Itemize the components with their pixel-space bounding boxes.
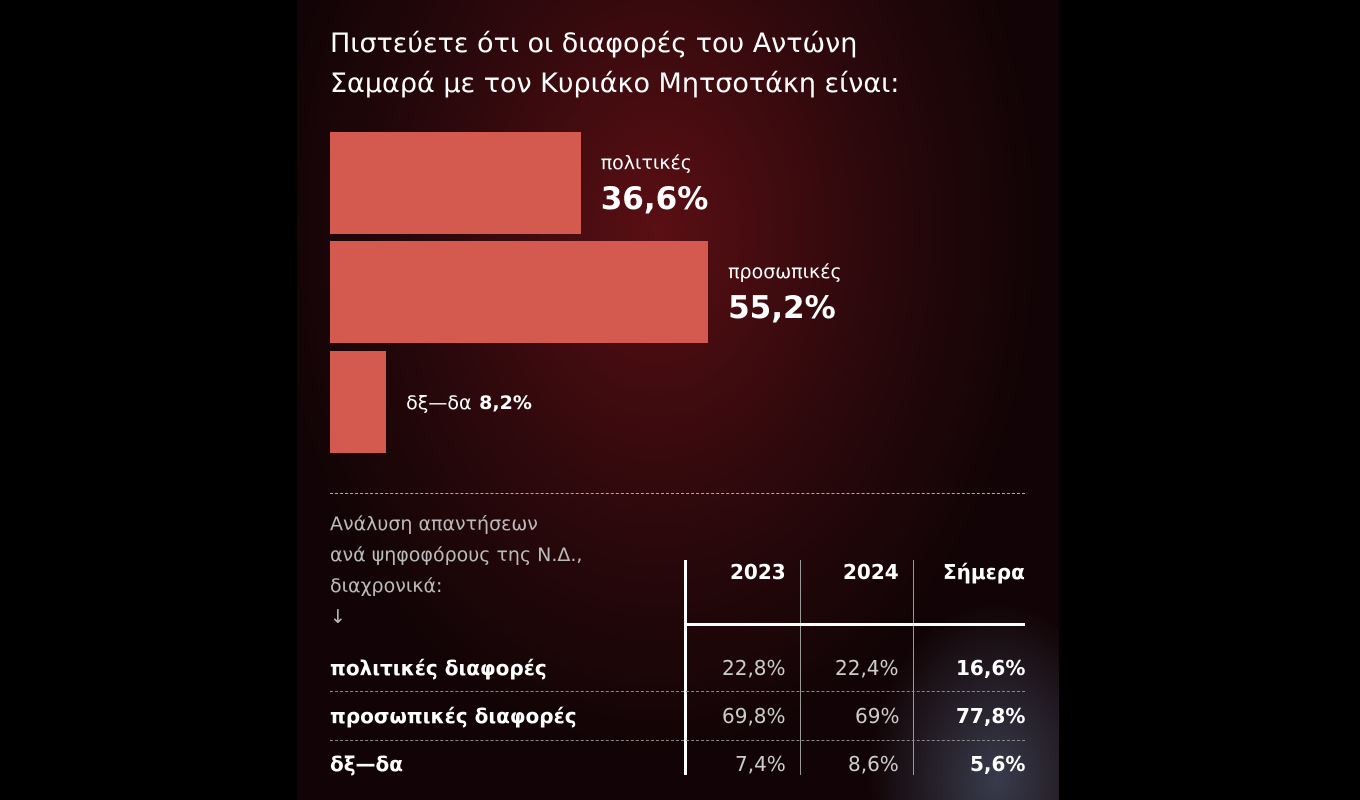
chart-title: Σαμαρά με τον Κυριάκο Μητσοτάκη είναι:: [330, 68, 900, 99]
table-col-rule: [913, 560, 914, 775]
chart-title: Πιστεύετε ότι οι διαφορές του Αντώνη: [330, 28, 858, 59]
dashed-divider: [330, 493, 1025, 494]
bar-category-label: πολιτικές: [600, 152, 692, 174]
table-cell: 22,8%: [722, 656, 786, 680]
table-cell: 69%: [855, 704, 900, 728]
table-caption: ανά ψηφοφόρους της Ν.Δ.,: [330, 544, 583, 566]
bar-category-label: δξ—δα: [406, 392, 472, 414]
table-cell: 7,4%: [735, 752, 786, 776]
table-cell: 22,4%: [835, 656, 899, 680]
row-divider: [330, 740, 1025, 741]
row-label: δξ—δα: [330, 752, 404, 776]
table-cell: 16,6%: [956, 656, 1026, 680]
bar-value-label: 55,2%: [728, 290, 836, 326]
table-cell: 69,8%: [722, 704, 786, 728]
table-left-rule: [684, 560, 687, 775]
table-caption: ↓: [330, 606, 346, 628]
row-label: προσωπικές διαφορές: [330, 704, 577, 728]
table-cell: 5,6%: [970, 752, 1026, 776]
table-caption: διαχρονικά:: [330, 575, 443, 597]
column-header: Σήμερα: [943, 560, 1025, 584]
bar: [330, 132, 581, 234]
table-header-rule: [686, 623, 1025, 626]
column-header: 2024: [843, 560, 899, 584]
bar-value-label: 8,2%: [479, 392, 532, 414]
row-label: πολιτικές διαφορές: [330, 656, 547, 680]
bar-value-label: 36,6%: [600, 181, 709, 217]
table-cell: 8,6%: [848, 752, 899, 776]
bar: [330, 351, 387, 453]
table-col-rule: [800, 560, 801, 775]
row-divider: [330, 691, 1025, 692]
table-cell: 77,8%: [956, 704, 1026, 728]
table-caption: Ανάλυση απαντήσεων: [330, 513, 538, 535]
column-header: 2023: [730, 560, 786, 584]
bar: [330, 241, 709, 343]
bar-category-label: προσωπικές: [728, 261, 842, 283]
